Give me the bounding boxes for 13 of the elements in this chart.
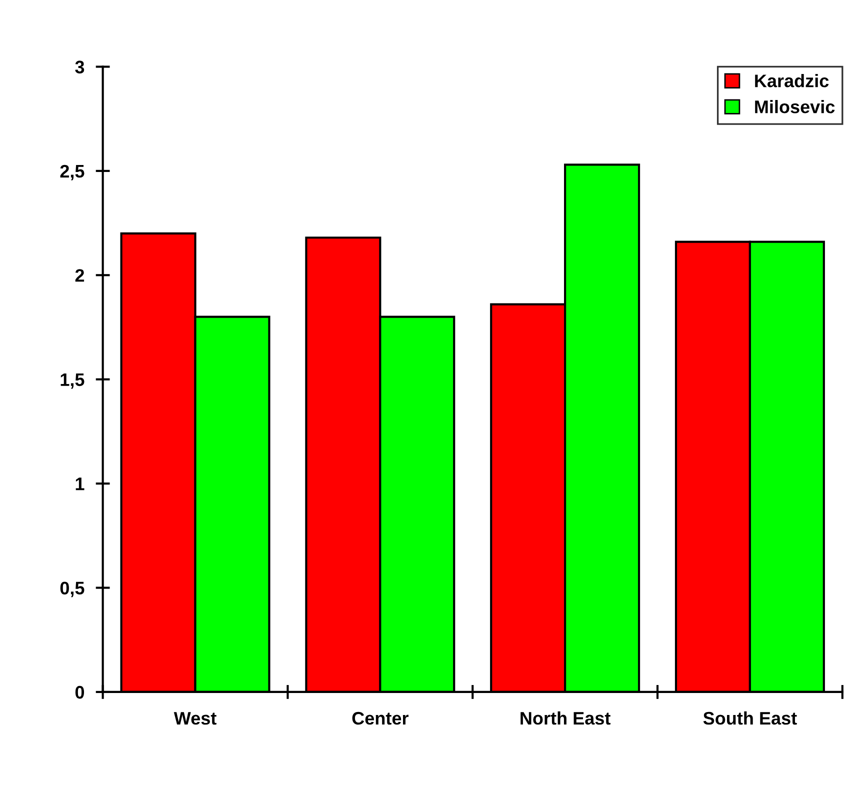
x-tick-label: West: [174, 712, 216, 725]
y-tick-label: 1: [76, 478, 84, 490]
x-tick-label: Center: [352, 712, 408, 725]
y-tick-label: 2: [75, 269, 84, 282]
x-tick-label: North East: [520, 711, 610, 725]
y-tick-label: 0: [75, 686, 84, 699]
legend-label: Milosevic: [755, 100, 835, 114]
y-tick-label: 3: [75, 60, 84, 74]
y-tick-label: 0,5: [60, 582, 84, 598]
legend-label: Karadzic: [755, 74, 829, 88]
y-tick-label: 1,5: [60, 373, 84, 389]
y-tick-label: 2,5: [60, 164, 84, 180]
x-tick-label: South East: [703, 711, 797, 725]
